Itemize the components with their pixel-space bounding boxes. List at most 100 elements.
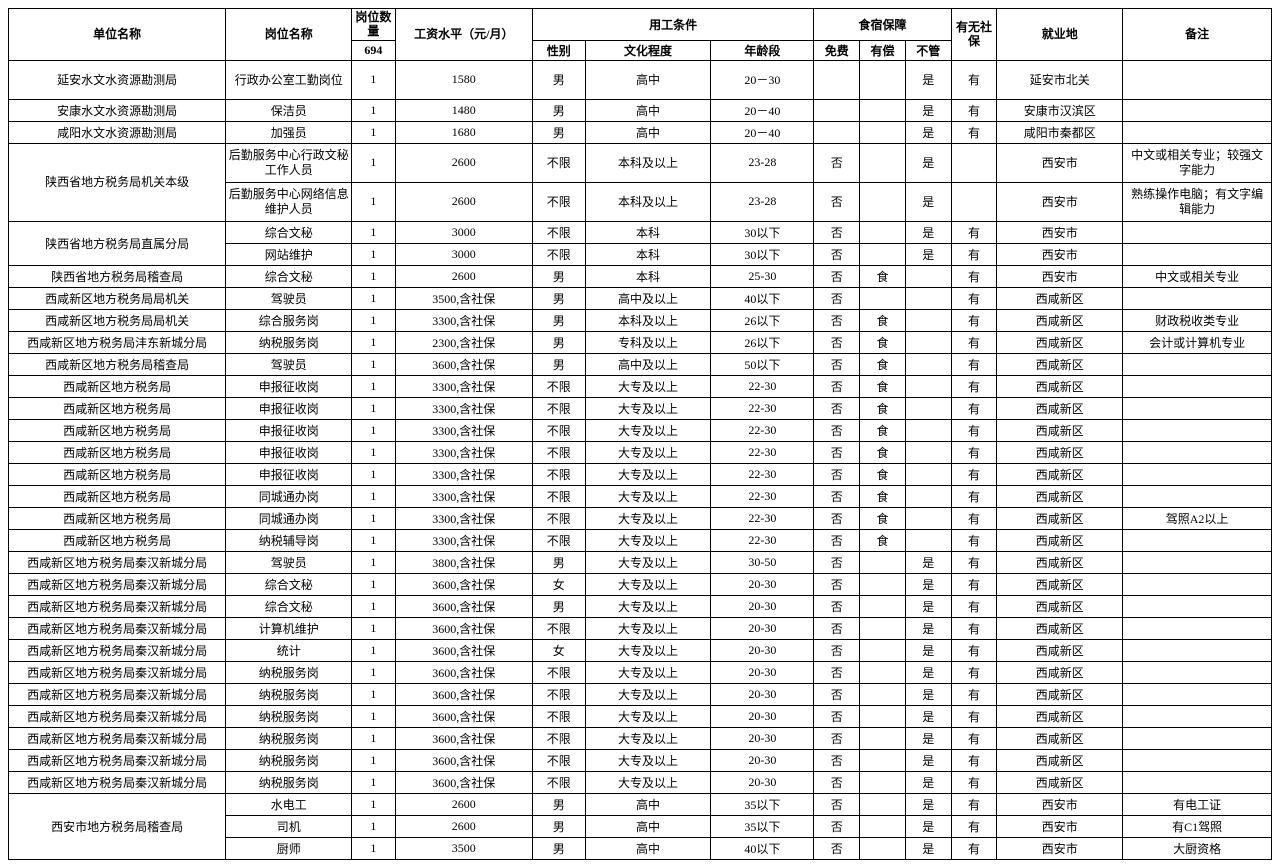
cell-age: 20-30 [711, 683, 814, 705]
cell-free: 否 [814, 243, 860, 265]
cell-paid: 食 [860, 397, 906, 419]
cell-paid [860, 639, 906, 661]
table-row: 陕西省地方税务局稽查局综合文秘12600男本科25-30否食有西安市中文或相关专… [9, 265, 1272, 287]
cell-none: 是 [905, 617, 951, 639]
cell-paid: 食 [860, 353, 906, 375]
cell-salary: 2600 [395, 815, 532, 837]
table-row: 西咸新区地方税务局稽查局驾驶员13600,含社保男高中及以上50以下否食有西咸新… [9, 353, 1272, 375]
cell-salary: 3300,含社保 [395, 529, 532, 551]
cell-free: 否 [814, 397, 860, 419]
cell-none: 是 [905, 182, 951, 221]
cell-unit: 西咸新区地方税务局 [9, 397, 226, 419]
cell-loc: 西咸新区 [997, 287, 1123, 309]
cell-none: 是 [905, 573, 951, 595]
cell-remark: 有C1驾照 [1123, 815, 1272, 837]
cell-gender: 不限 [532, 463, 585, 485]
cell-gender: 女 [532, 639, 585, 661]
cell-salary: 2600 [395, 143, 532, 182]
cell-unit: 西咸新区地方税务局秦汉新城分局 [9, 617, 226, 639]
cell-remark: 中文或相关专业 [1123, 265, 1272, 287]
cell-salary: 3000 [395, 243, 532, 265]
cell-none: 是 [905, 837, 951, 859]
cell-paid [860, 287, 906, 309]
cell-none: 是 [905, 595, 951, 617]
cell-free: 否 [814, 705, 860, 727]
cell-ins: 有 [951, 595, 997, 617]
cell-age: 26以下 [711, 331, 814, 353]
table-row: 西咸新区地方税务局秦汉新城分局纳税服务岗13600,含社保不限大专及以上20-3… [9, 749, 1272, 771]
cell-age: 20-30 [711, 639, 814, 661]
cell-post: 后勤服务中心网络信息维护人员 [226, 182, 352, 221]
cell-post: 综合服务岗 [226, 309, 352, 331]
cell-salary: 1580 [395, 60, 532, 99]
cell-loc: 西安市 [997, 243, 1123, 265]
cell-age: 23-28 [711, 182, 814, 221]
cell-qty: 1 [352, 793, 395, 815]
cell-free [814, 121, 860, 143]
table-row: 西咸新区地方税务局沣东新城分局纳税服务岗12300,含社保男专科及以上26以下否… [9, 331, 1272, 353]
cell-unit: 陕西省地方税务局稽查局 [9, 265, 226, 287]
cell-loc: 西咸新区 [997, 639, 1123, 661]
cell-gender: 女 [532, 573, 585, 595]
cell-age: 20－30 [711, 60, 814, 99]
cell-qty: 1 [352, 639, 395, 661]
cell-loc: 安康市汉滨区 [997, 99, 1123, 121]
cell-gender: 不限 [532, 617, 585, 639]
cell-none [905, 507, 951, 529]
table-row: 西咸新区地方税务局申报征收岗13300,含社保不限大专及以上22-30否食有西咸… [9, 463, 1272, 485]
cell-age: 20-30 [711, 573, 814, 595]
cell-salary: 3600,含社保 [395, 727, 532, 749]
cell-free: 否 [814, 551, 860, 573]
cell-qty: 1 [352, 837, 395, 859]
cell-qty: 1 [352, 397, 395, 419]
table-body: 延安水文水资源勘测局行政办公室工勤岗位11580男高中20－30是有延安市北关安… [9, 60, 1272, 859]
cell-age: 50以下 [711, 353, 814, 375]
cell-none [905, 309, 951, 331]
cell-post: 申报征收岗 [226, 375, 352, 397]
cell-free: 否 [814, 617, 860, 639]
cell-unit: 陕西省地方税务局直属分局 [9, 221, 226, 265]
table-row: 西咸新区地方税务局申报征收岗13300,含社保不限大专及以上22-30否食有西咸… [9, 397, 1272, 419]
cell-free: 否 [814, 639, 860, 661]
cell-unit: 西咸新区地方税务局 [9, 507, 226, 529]
cell-post: 计算机维护 [226, 617, 352, 639]
cell-post: 纳税服务岗 [226, 661, 352, 683]
cell-post: 纳税服务岗 [226, 727, 352, 749]
cell-age: 20－40 [711, 121, 814, 143]
cell-loc: 西安市 [997, 837, 1123, 859]
cell-ins: 有 [951, 419, 997, 441]
cell-qty: 1 [352, 683, 395, 705]
cell-ins: 有 [951, 683, 997, 705]
table-row: 西咸新区地方税务局纳税辅导岗13300,含社保不限大专及以上22-30否食有西咸… [9, 529, 1272, 551]
cell-edu: 大专及以上 [585, 485, 711, 507]
cell-age: 22-30 [711, 529, 814, 551]
cell-qty: 1 [352, 573, 395, 595]
cell-unit: 西咸新区地方税务局秦汉新城分局 [9, 551, 226, 573]
cell-loc: 西咸新区 [997, 397, 1123, 419]
cell-post: 纳税服务岗 [226, 331, 352, 353]
cell-loc: 西咸新区 [997, 749, 1123, 771]
cell-post: 水电工 [226, 793, 352, 815]
cell-remark [1123, 243, 1272, 265]
cell-unit: 西咸新区地方税务局秦汉新城分局 [9, 705, 226, 727]
table-row: 陕西省地方税务局直属分局综合文秘13000不限本科30以下否是有西安市 [9, 221, 1272, 243]
cell-qty: 1 [352, 771, 395, 793]
cell-age: 20-30 [711, 771, 814, 793]
table-row: 西咸新区地方税务局秦汉新城分局纳税服务岗13600,含社保不限大专及以上20-3… [9, 705, 1272, 727]
cell-post: 纳税辅导岗 [226, 529, 352, 551]
cell-unit: 西咸新区地方税务局秦汉新城分局 [9, 727, 226, 749]
cell-paid [860, 793, 906, 815]
table-row: 西咸新区地方税务局同城通办岗13300,含社保不限大专及以上22-30否食有西咸… [9, 485, 1272, 507]
cell-qty: 1 [352, 749, 395, 771]
cell-unit: 咸阳水文水资源勘测局 [9, 121, 226, 143]
cell-gender: 不限 [532, 683, 585, 705]
cell-none: 是 [905, 221, 951, 243]
cell-remark [1123, 397, 1272, 419]
cell-qty: 1 [352, 463, 395, 485]
cell-qty: 1 [352, 99, 395, 121]
table-row: 咸阳水文水资源勘测局加强员11680男高中20－40是有咸阳市秦都区 [9, 121, 1272, 143]
cell-none [905, 419, 951, 441]
cell-loc: 西安市 [997, 265, 1123, 287]
cell-age: 35以下 [711, 793, 814, 815]
cell-post: 综合文秘 [226, 573, 352, 595]
